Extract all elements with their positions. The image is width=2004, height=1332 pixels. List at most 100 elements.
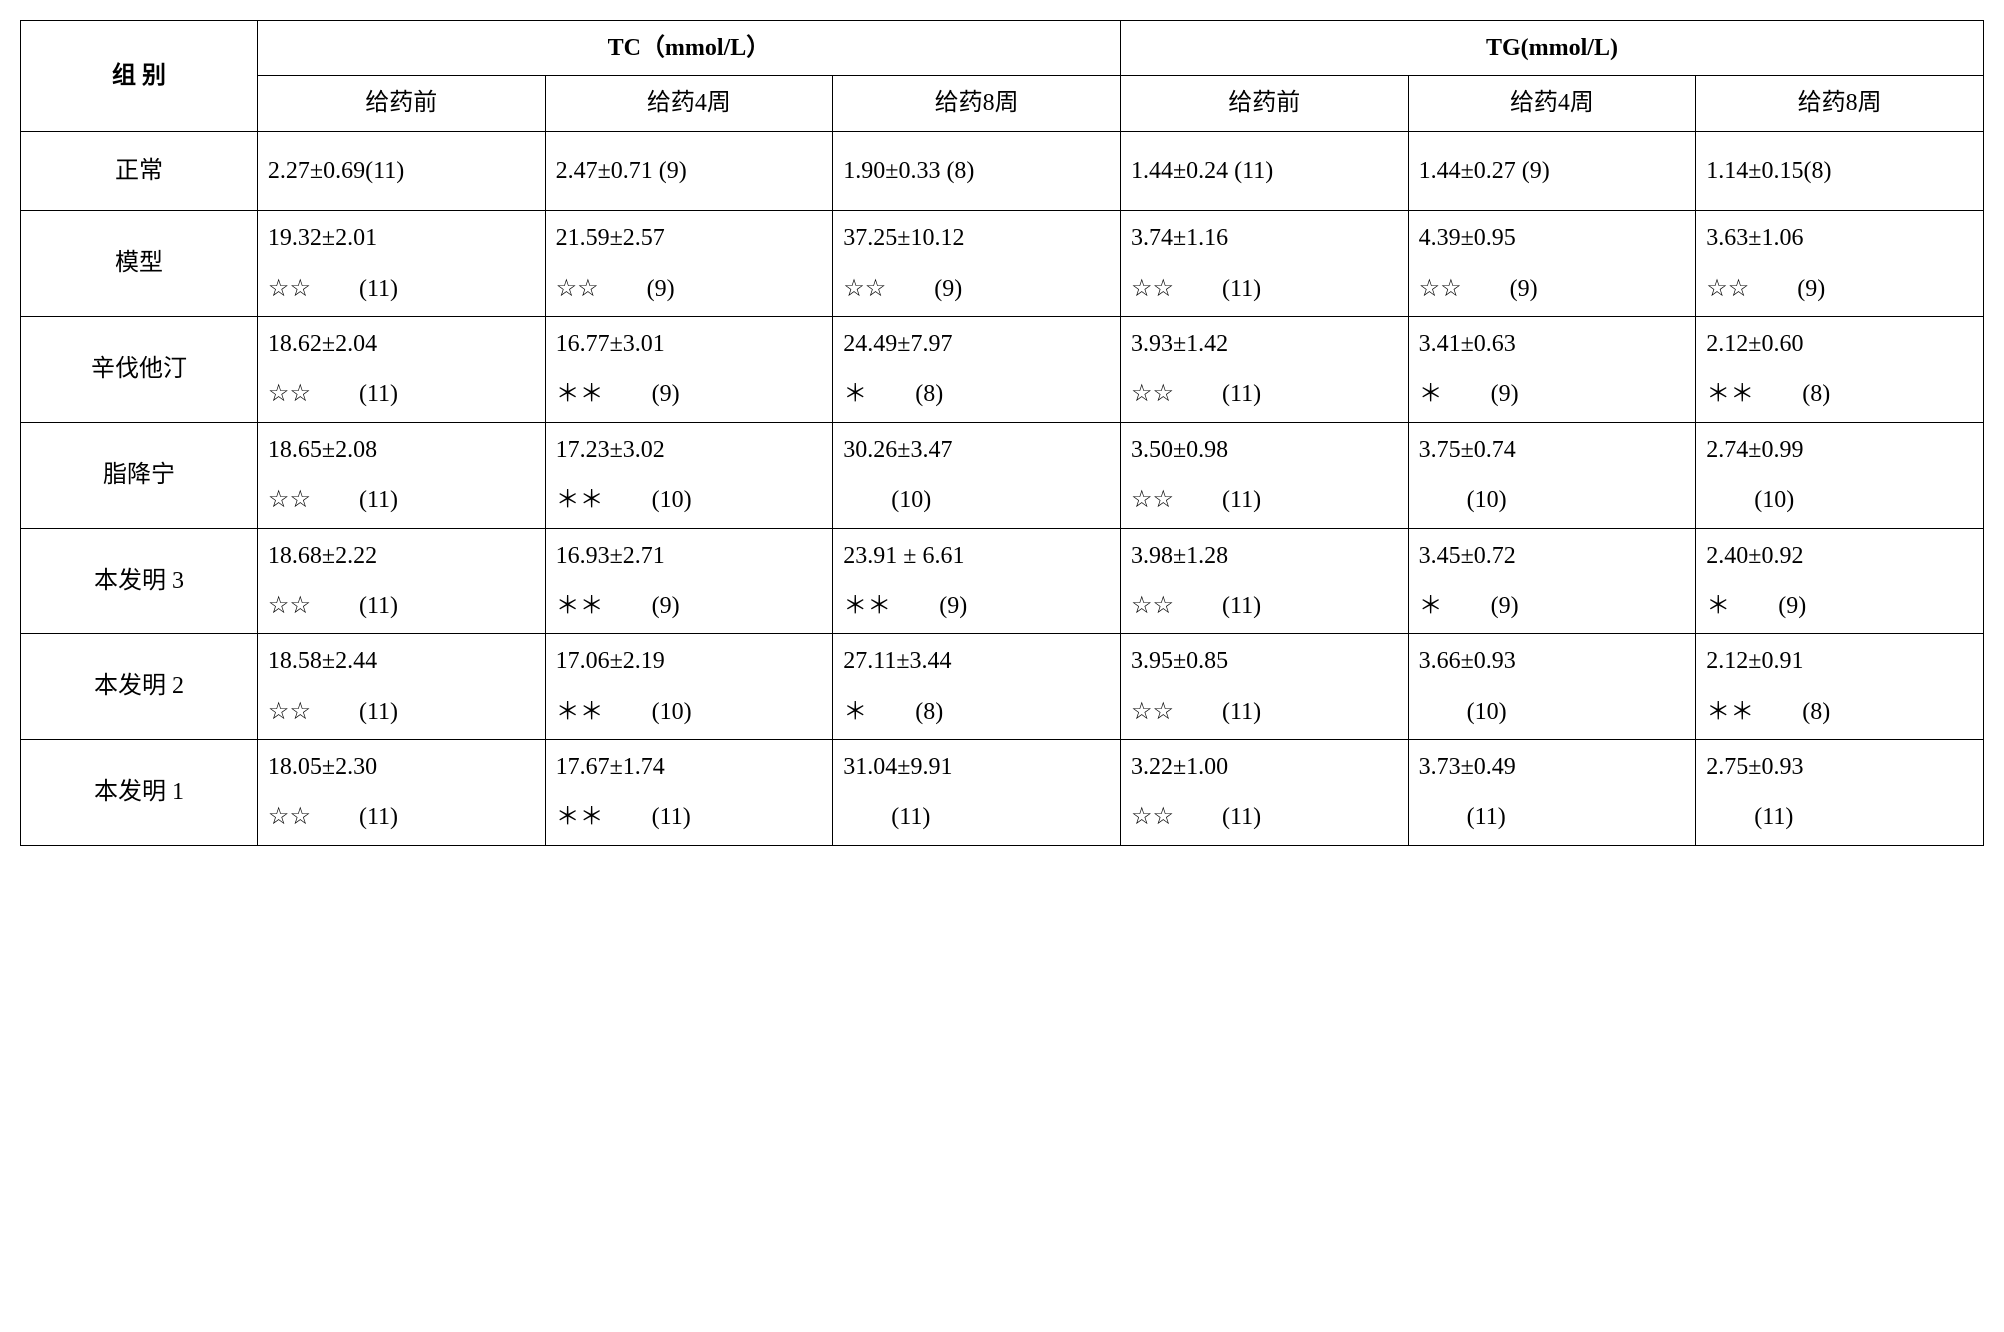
- data-cell: 3.41±0.63＊ (9): [1408, 316, 1696, 422]
- cell-annotation: ＊＊ (9): [556, 375, 823, 413]
- data-cell: 3.66±0.93 (10): [1408, 634, 1696, 740]
- table-row: 辛伐他汀 18.62±2.04 ☆☆ (11) 16.77±3.01 ＊＊ (9) 24.…: [21, 316, 1984, 422]
- cell-value: 3.98±1.28: [1131, 537, 1398, 575]
- cell-annotation: ＊＊ (9): [843, 587, 1110, 625]
- sub-header-4: 给药4周: [1408, 76, 1696, 131]
- cell-value: 3.73±0.49: [1419, 748, 1686, 786]
- cell-annotation: (10): [1419, 481, 1686, 519]
- data-cell: 3.50±0.98☆☆ (11): [1120, 422, 1408, 528]
- data-cell: 2.27±0.69(11): [257, 131, 545, 210]
- cell-annotation: ☆☆ (9): [843, 270, 1110, 308]
- cell-value: 2.75±0.93: [1706, 748, 1973, 786]
- cell-annotation: (11): [843, 798, 1110, 836]
- cell-value: 2.12±0.91: [1706, 642, 1973, 680]
- table-row: 本发明 218.58±2.44☆☆ (11)17.06±2.19＊＊ (10)2…: [21, 634, 1984, 740]
- cell-value: 2.12±0.60: [1706, 325, 1973, 363]
- group-cell: 正常: [21, 131, 258, 210]
- group-cell: 模型: [21, 211, 258, 317]
- group-cell: 辛伐他汀: [21, 316, 258, 422]
- cell-annotation: ☆☆ (11): [268, 693, 535, 731]
- table-row: 脂降宁18.65±2.08☆☆ (11)17.23±3.02＊＊ (10)30.…: [21, 422, 1984, 528]
- data-cell: 19.32±2.01☆☆ (11): [257, 211, 545, 317]
- cell-annotation: ☆☆ (11): [1131, 693, 1398, 731]
- data-cell: 37.25±10.12☆☆ (9): [833, 211, 1121, 317]
- data-cell: 27.11±3.44＊ (8): [833, 634, 1121, 740]
- table-row: 本发明 118.05±2.30☆☆ (11)17.67±1.74＊＊ (11)3…: [21, 740, 1984, 846]
- cell-annotation: (10): [1706, 481, 1973, 519]
- data-cell: 3.45±0.72＊ (9): [1408, 528, 1696, 634]
- data-cell: 18.68±2.22 ☆☆ (11): [257, 528, 545, 634]
- cell-annotation: ＊ (9): [1419, 587, 1686, 625]
- cell-value: 2.74±0.99: [1706, 431, 1973, 469]
- cell-value: 19.32±2.01: [268, 219, 535, 257]
- sub-header-5: 给药8周: [1696, 76, 1984, 131]
- data-cell: 17.67±1.74＊＊ (11): [545, 740, 833, 846]
- data-cell: 17.06±2.19＊＊ (10): [545, 634, 833, 740]
- table-row: 本发明 318.68±2.22☆☆ (11)16.93±2.71＊＊ (9)23…: [21, 528, 1984, 634]
- cell-value: 17.67±1.74: [556, 748, 823, 786]
- sub-header-2: 给药8周: [833, 76, 1121, 131]
- cell-value: 23.91 ± 6.61: [843, 537, 1110, 575]
- cell-value: 2.40±0.92: [1706, 537, 1973, 575]
- cell-value: 3.66±0.93: [1419, 642, 1686, 680]
- cell-value: 3.93±1.42: [1131, 325, 1398, 363]
- cell-value: 3.75±0.74: [1419, 431, 1686, 469]
- cell-annotation: ＊ (9): [1706, 587, 1973, 625]
- cell-annotation: ＊＊ (9): [556, 587, 823, 625]
- sub-header-1: 给药4周: [545, 76, 833, 131]
- data-cell: 3.93±1.42 ☆☆ (11): [1120, 316, 1408, 422]
- group-cell: 本发明 2: [21, 634, 258, 740]
- cell-annotation: ☆☆ (11): [1131, 375, 1398, 413]
- header-tc: TC（mmol/L）: [257, 21, 1120, 76]
- cell-value: 18.65±2.08: [268, 431, 535, 469]
- cell-annotation: (11): [1419, 798, 1686, 836]
- cell-value: 3.95±0.85: [1131, 642, 1398, 680]
- cell-annotation: ☆☆ (9): [1706, 270, 1973, 308]
- data-cell: 23.91 ± 6.61 ＊＊ (9): [833, 528, 1121, 634]
- cell-annotation: ☆☆ (11): [268, 481, 535, 519]
- cell-annotation: ＊ (8): [843, 375, 1110, 413]
- cell-annotation: ＊＊ (10): [556, 693, 823, 731]
- data-cell: 21.59±2.57 ☆☆ (9): [545, 211, 833, 317]
- table-row: 模型19.32±2.01☆☆ (11)21.59±2.57☆☆ (9)37.25…: [21, 211, 1984, 317]
- data-cell: 18.05±2.30☆☆ (11): [257, 740, 545, 846]
- cell-annotation: ☆☆ (11): [1131, 270, 1398, 308]
- cell-annotation: ☆☆ (11): [1131, 798, 1398, 836]
- cell-annotation: ＊＊ (10): [556, 481, 823, 519]
- cell-value: 18.58±2.44: [268, 642, 535, 680]
- data-cell: 17.23±3.02 ＊＊ (10): [545, 422, 833, 528]
- table-row: 正常2.27±0.69(11)2.47±0.71 (9)1.90±0.33 (8…: [21, 131, 1984, 210]
- cell-annotation: ☆☆ (9): [556, 270, 823, 308]
- cell-annotation: ☆☆ (11): [268, 587, 535, 625]
- cell-value: 18.68±2.22: [268, 537, 535, 575]
- data-cell: 3.75±0.74 (10): [1408, 422, 1696, 528]
- cell-value: 3.22±1.00: [1131, 748, 1398, 786]
- cell-value: 18.62±2.04: [268, 325, 535, 363]
- cell-annotation: ＊＊ (8): [1706, 375, 1973, 413]
- cell-annotation: ＊ (9): [1419, 375, 1686, 413]
- data-cell: 1.44±0.24 (11): [1120, 131, 1408, 210]
- data-cell: 1.90±0.33 (8): [833, 131, 1121, 210]
- cell-value: 31.04±9.91: [843, 748, 1110, 786]
- cell-value: 17.23±3.02: [556, 431, 823, 469]
- data-cell: 24.49±7.97＊ (8): [833, 316, 1121, 422]
- data-cell: 18.62±2.04 ☆☆ (11): [257, 316, 545, 422]
- data-table: 组 别 TC（mmol/L） TG(mmol/L) 给药前 给药4周 给药8周 …: [20, 20, 1984, 846]
- data-cell: 1.44±0.27 (9): [1408, 131, 1696, 210]
- data-cell: 31.04±9.91 (11): [833, 740, 1121, 846]
- group-cell: 脂降宁: [21, 422, 258, 528]
- data-cell: 2.47±0.71 (9): [545, 131, 833, 210]
- header-group: 组 别: [21, 21, 258, 132]
- table-header: 组 别 TC（mmol/L） TG(mmol/L) 给药前 给药4周 给药8周 …: [21, 21, 1984, 132]
- data-cell: 16.77±3.01 ＊＊ (9): [545, 316, 833, 422]
- cell-value: 16.77±3.01: [556, 325, 823, 363]
- data-cell: 16.93±2.71＊＊ (9): [545, 528, 833, 634]
- data-cell: 3.22±1.00 ☆☆ (11): [1120, 740, 1408, 846]
- cell-annotation: ☆☆ (11): [268, 375, 535, 413]
- header-tg: TG(mmol/L): [1120, 21, 1983, 76]
- cell-annotation: ＊＊ (8): [1706, 693, 1973, 731]
- cell-value: 21.59±2.57: [556, 219, 823, 257]
- data-cell: 3.74±1.16☆☆ (11): [1120, 211, 1408, 317]
- cell-value: 27.11±3.44: [843, 642, 1110, 680]
- group-cell: 本发明 3: [21, 528, 258, 634]
